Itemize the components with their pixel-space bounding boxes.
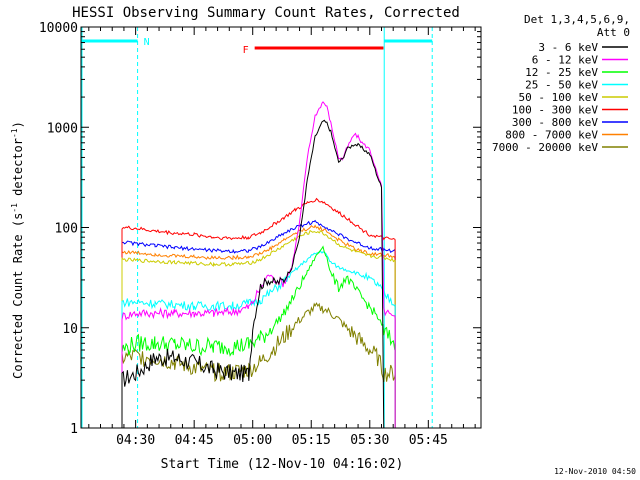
night-label: N [144, 37, 150, 48]
y-axis-label-mid: detector [11, 138, 25, 203]
x-tick-label: 05:30 [350, 433, 389, 448]
legend-header-line1: Det 1,3,4,5,6,9, [524, 13, 630, 26]
legend-label-4: 50 - 100 keV [519, 91, 599, 104]
y-tick-label: 10000 [39, 21, 78, 36]
y-axis-label: Corrected Count Rate (s-1 detector-1) [10, 121, 25, 379]
series-line-1 [121, 101, 396, 428]
series-line-2 [121, 245, 396, 428]
legend-label-3: 25 - 50 keV [525, 79, 598, 92]
y-tick-label: 1000 [47, 121, 78, 136]
legend-label-1: 6 - 12 keV [532, 54, 599, 67]
plot-layer: NF [81, 27, 433, 428]
x-tick-label: 04:45 [175, 433, 214, 448]
legend-label-2: 12 - 25 keV [525, 66, 598, 79]
axis-layer: 1 10 100 1000 10000 04:30 04:45 05:00 05:15 05:30… [39, 21, 482, 448]
legend-label-6: 300 - 800 keV [512, 116, 598, 129]
flare-label: F [243, 45, 249, 56]
legend-label-8: 7000 - 20000 keV [492, 141, 598, 154]
timestamp: 12-Nov-2010 04:50 [554, 467, 636, 476]
series-line-6 [121, 219, 396, 428]
series-line-8 [121, 302, 396, 428]
x-tick-label: 05:45 [409, 433, 448, 448]
series-line-5 [121, 197, 396, 428]
x-tick-label: 05:15 [292, 433, 331, 448]
legend-label-0: 3 - 6 keV [538, 41, 598, 54]
y-axis-label-sup: -1 [10, 203, 19, 213]
y-tick-label: 1 [70, 422, 78, 437]
legend-header-line2: Att 0 [597, 26, 630, 39]
x-tick-label: 05:00 [233, 433, 272, 448]
plot-area [81, 27, 433, 428]
x-axis-label: Start Time (12-Nov-10 04:16:02) [161, 457, 404, 472]
legend-label-7: 800 - 7000 keV [505, 129, 598, 142]
y-tick-label: 10 [62, 322, 78, 337]
series-line-3 [121, 250, 396, 428]
x-tick-label: 04:30 [116, 433, 155, 448]
legend-label-5: 100 - 300 keV [512, 104, 598, 117]
y-axis-label-end: ) [11, 121, 25, 128]
series-line-4 [121, 229, 396, 428]
y-axis-label-sup2: -1 [10, 128, 19, 138]
series-line-7 [121, 224, 396, 428]
series-line-0 [121, 119, 396, 428]
y-axis-label-main: Corrected Count Rate (s [11, 213, 25, 379]
y-tick-label: 100 [55, 222, 78, 237]
chart-title: HESSI Observing Summary Count Rates, Cor… [72, 5, 460, 21]
